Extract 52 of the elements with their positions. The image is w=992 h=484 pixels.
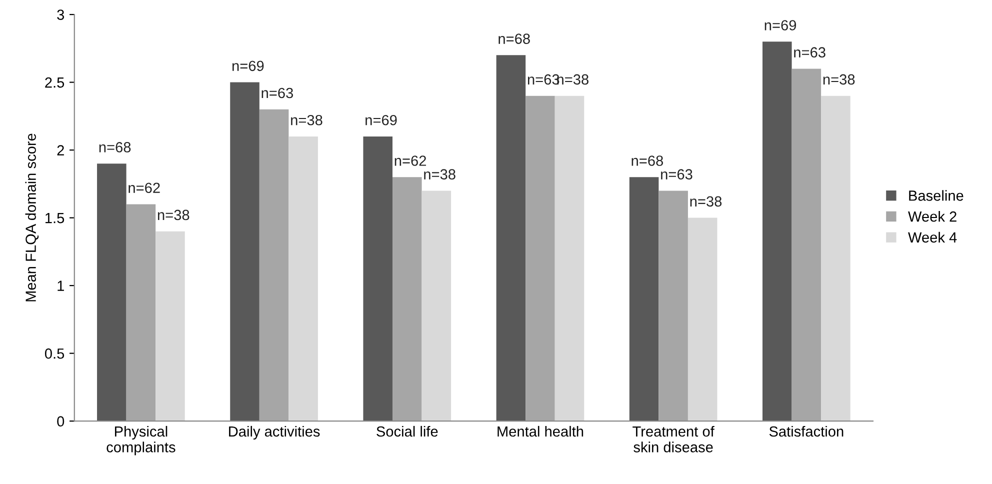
annotation: n=68 bbox=[498, 34, 530, 44]
annotation: n=38 bbox=[291, 114, 322, 126]
annotation: n=38 bbox=[823, 74, 855, 85]
legend-label: Baseline bbox=[909, 190, 964, 201]
legend-label: Week 2 bbox=[908, 211, 956, 222]
bar bbox=[629, 177, 659, 422]
x-tick-label: Daily activities bbox=[229, 426, 320, 440]
bar bbox=[97, 164, 126, 422]
annotation: n=62 bbox=[128, 182, 160, 194]
bar bbox=[288, 136, 318, 422]
bar bbox=[259, 109, 289, 422]
bar bbox=[554, 96, 584, 422]
legend-label: Week 4 bbox=[908, 232, 957, 243]
bar bbox=[126, 204, 156, 422]
annotation: n=68 bbox=[632, 156, 663, 166]
annotation: n=69 bbox=[232, 60, 264, 72]
x-tick-label: Mental health bbox=[498, 426, 584, 437]
annotation: n=68 bbox=[99, 142, 131, 152]
annotation: n=63 bbox=[262, 88, 293, 98]
annotation: n=38 bbox=[557, 74, 588, 85]
bar bbox=[762, 42, 792, 422]
bar bbox=[156, 231, 185, 422]
x-tick-label: Physical complaints bbox=[106, 426, 176, 456]
bar bbox=[792, 68, 822, 422]
x-tick-label: Treatment of skin disease bbox=[632, 426, 714, 452]
y-tick-label: 2 bbox=[57, 145, 64, 156]
annotation: n=38 bbox=[690, 196, 722, 207]
bar bbox=[526, 96, 555, 422]
annotation: n=62 bbox=[394, 156, 426, 166]
bar bbox=[392, 177, 422, 422]
y-tick-label: 0 bbox=[57, 416, 64, 427]
x-tick-label: Social life bbox=[376, 426, 438, 437]
bar bbox=[422, 190, 452, 422]
y-tick-label: 1 bbox=[58, 280, 64, 291]
annotation: n=63 bbox=[794, 47, 826, 58]
bar bbox=[363, 136, 392, 422]
y-tick-label: 0.5 bbox=[44, 348, 64, 359]
annotation: n=63 bbox=[661, 169, 692, 180]
y-tick-label: 2.5 bbox=[45, 77, 64, 88]
annotation: n=38 bbox=[158, 210, 190, 220]
bar bbox=[658, 190, 688, 422]
y-tick-label: 1.5 bbox=[46, 213, 64, 224]
x-tick-label: Satisfaction bbox=[769, 426, 844, 437]
annotation: n=69 bbox=[764, 20, 796, 30]
bar bbox=[230, 82, 260, 422]
annotation: n=38 bbox=[424, 169, 456, 180]
bar bbox=[688, 218, 718, 422]
annotation: n=69 bbox=[366, 114, 397, 126]
y-tick-label: 3 bbox=[57, 10, 64, 20]
y-axis-title: Mean FLQA domain score bbox=[25, 134, 39, 302]
bar bbox=[496, 55, 526, 422]
bar bbox=[821, 96, 850, 422]
